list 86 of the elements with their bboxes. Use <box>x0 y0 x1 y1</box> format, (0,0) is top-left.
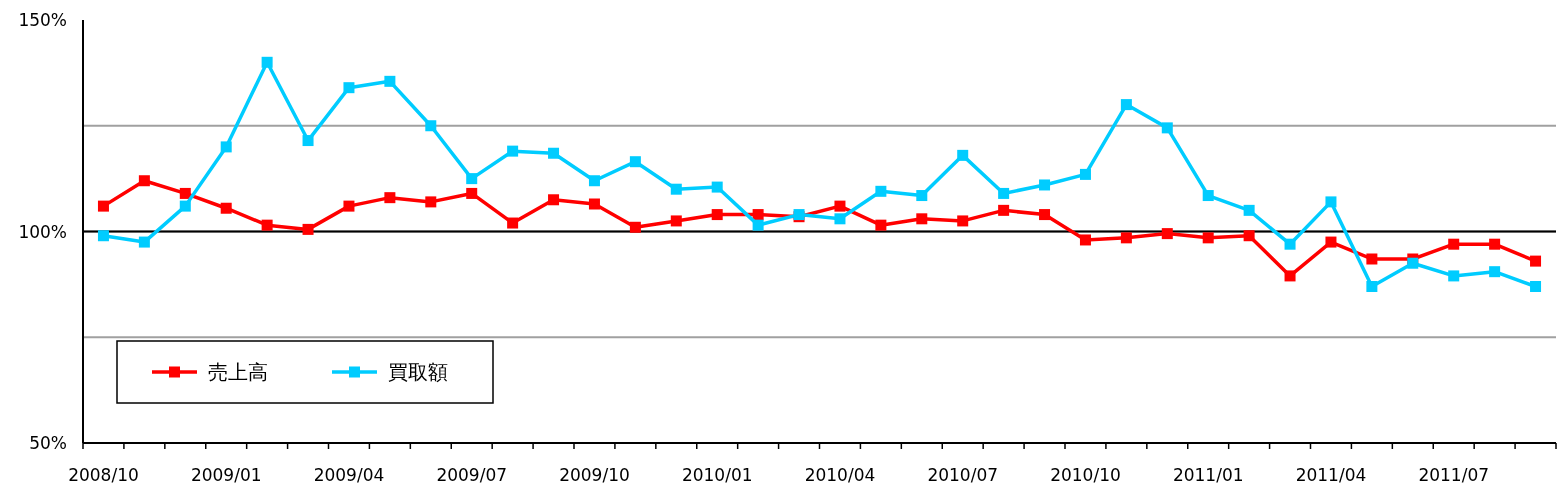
point <box>220 202 232 214</box>
x-tick-label: 2011/01 <box>1172 465 1244 485</box>
legend-label: 買取額 <box>388 360 448 384</box>
point <box>343 82 355 94</box>
point <box>548 147 560 159</box>
x-tick-label: 2009/01 <box>190 465 262 485</box>
x-tick-label: 2009/04 <box>313 465 385 485</box>
point <box>1489 266 1501 278</box>
point <box>1325 236 1337 248</box>
point <box>261 56 273 68</box>
point <box>711 181 723 193</box>
point <box>425 120 437 132</box>
point <box>916 190 928 202</box>
point <box>343 200 355 212</box>
point <box>1161 228 1173 240</box>
point <box>1202 190 1214 202</box>
x-tick-label: 2011/07 <box>1418 465 1490 485</box>
point <box>998 187 1010 199</box>
point <box>834 213 846 225</box>
x-tick-label: 2010/04 <box>804 465 876 485</box>
point <box>1243 204 1255 216</box>
point <box>1079 168 1091 180</box>
point <box>875 219 887 231</box>
point <box>1120 232 1132 244</box>
y-tick-label: 100% <box>18 221 67 242</box>
x-tick-label: 2011/04 <box>1295 465 1367 485</box>
point <box>1202 232 1214 244</box>
point <box>548 194 560 206</box>
point <box>138 236 150 248</box>
point <box>670 183 682 195</box>
point <box>97 230 109 242</box>
point <box>507 145 519 157</box>
x-tick-label: 2008/10 <box>68 465 139 485</box>
point <box>1530 280 1542 292</box>
point <box>179 200 191 212</box>
point <box>1120 99 1132 111</box>
point <box>1489 238 1501 250</box>
point <box>957 215 969 227</box>
point <box>425 196 437 208</box>
point <box>588 175 600 187</box>
point <box>507 217 519 229</box>
point <box>629 221 641 233</box>
point <box>1079 234 1091 246</box>
point <box>302 223 314 235</box>
point <box>670 215 682 227</box>
point <box>220 141 232 153</box>
x-tick-label: 2009/07 <box>436 465 508 485</box>
point <box>1448 238 1460 250</box>
point <box>261 219 273 231</box>
point <box>1366 253 1378 265</box>
point <box>466 173 478 185</box>
point <box>752 219 764 231</box>
y-tick-label: 150% <box>18 10 67 30</box>
point <box>711 209 723 221</box>
point <box>97 200 109 212</box>
point <box>1039 179 1051 191</box>
point <box>1448 270 1460 282</box>
point <box>1284 238 1296 250</box>
x-tick-label: 2010/10 <box>1050 465 1121 485</box>
point <box>1039 209 1051 221</box>
point <box>138 175 150 187</box>
point <box>384 192 396 204</box>
point <box>957 149 969 161</box>
x-tick-label: 2009/10 <box>559 465 630 485</box>
point <box>834 200 846 212</box>
x-tick-label: 2010/07 <box>927 465 999 485</box>
y-tick-label: 50% <box>29 433 67 453</box>
x-tick-label: 2010/01 <box>681 465 753 485</box>
point <box>629 156 641 168</box>
point <box>588 198 600 210</box>
point <box>1284 270 1296 282</box>
point <box>1366 280 1378 292</box>
point <box>1325 196 1337 208</box>
point <box>916 213 928 225</box>
point <box>1530 255 1542 267</box>
legend-label: 売上高 <box>208 360 268 384</box>
point <box>752 209 764 221</box>
point <box>1407 257 1419 269</box>
point <box>302 135 314 147</box>
point <box>384 75 396 87</box>
point <box>998 204 1010 216</box>
point <box>179 187 191 199</box>
point <box>1243 230 1255 242</box>
point <box>466 187 478 199</box>
point <box>1161 122 1173 134</box>
point <box>875 185 887 197</box>
